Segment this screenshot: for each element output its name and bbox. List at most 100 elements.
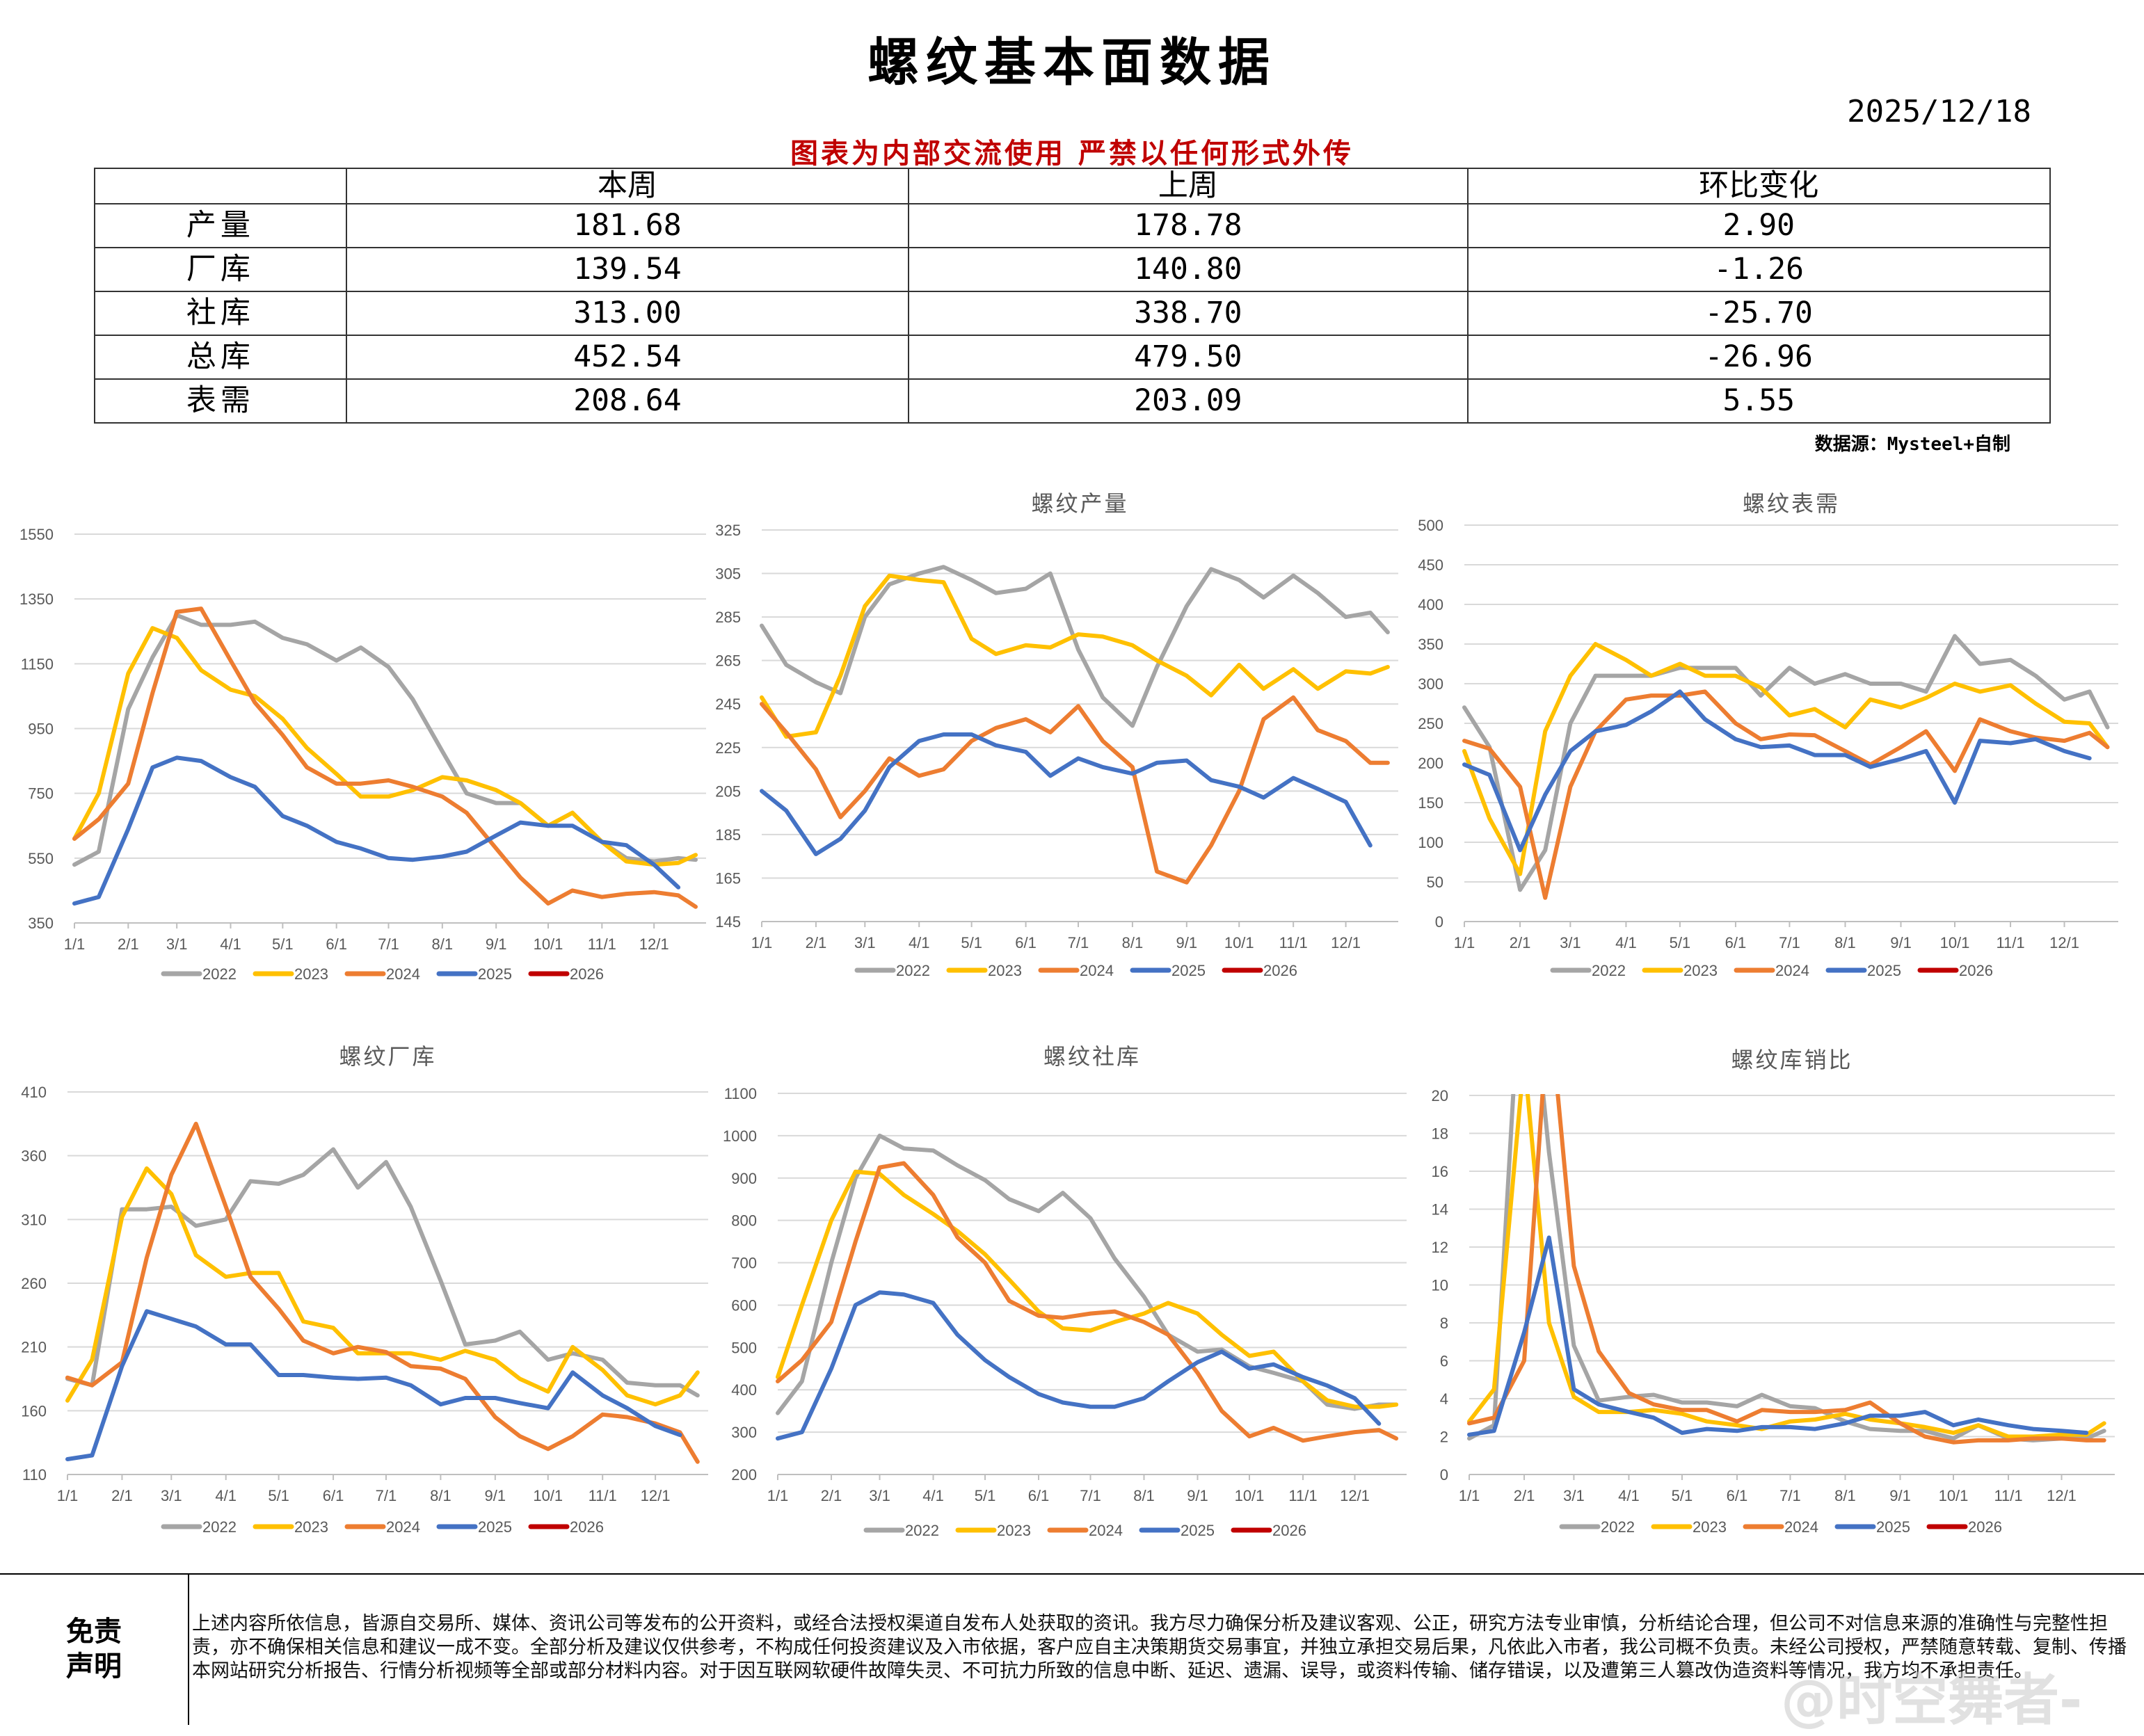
report-date: 2025/12/18	[1847, 94, 2031, 129]
last-week-cell: 479.50	[908, 335, 1469, 380]
x-tick-label: 7/1	[1779, 934, 1800, 951]
y-tick-label: 200	[731, 1466, 757, 1484]
x-tick-label: 12/1	[639, 935, 669, 953]
series-group	[1467, 1094, 2106, 1445]
series-line-2025	[1467, 1235, 2089, 1437]
y-tick-label: 305	[715, 565, 741, 583]
x-tick-label: 11/1	[1279, 934, 1308, 951]
series-line-2024	[72, 606, 698, 909]
legend-label: 2026	[1959, 962, 1993, 979]
legend-label: 2022	[202, 965, 237, 983]
x-tick-label: 8/1	[432, 935, 454, 953]
x-tick-label: 2/1	[821, 1487, 842, 1504]
table-row: 厂库 139.54 140.80 -1.26	[94, 247, 2051, 292]
x-tick-label: 8/1	[1133, 1487, 1155, 1504]
y-tick-label: 18	[1432, 1125, 1448, 1143]
legend-label: 2022	[1601, 1518, 1635, 1536]
x-tick-label: 6/1	[326, 935, 347, 953]
y-tick-label: 1550	[19, 526, 54, 543]
x-tick-label: 8/1	[1122, 934, 1144, 951]
y-tick-label: 245	[715, 696, 741, 713]
this-week-cell: 208.64	[345, 378, 910, 424]
x-tick-label: 7/1	[1068, 934, 1089, 951]
y-tick-label: 110	[22, 1466, 47, 1484]
x-tick-label: 6/1	[1015, 934, 1037, 951]
last-week-cell: 178.78	[908, 203, 1469, 248]
series-line-2023	[760, 573, 1390, 739]
legend-label: 2023	[1683, 962, 1718, 979]
legend-label: 2023	[1693, 1518, 1727, 1536]
internal-use-notice: 图表为内部交流使用 严禁以任何形式外传	[790, 137, 1354, 170]
disclaimer-box	[0, 1573, 2144, 1726]
legend-label: 2022	[905, 1522, 939, 1539]
y-tick-label: 265	[715, 652, 741, 670]
x-tick-label: 3/1	[1560, 934, 1581, 951]
x-tick-label: 11/1	[588, 935, 616, 953]
x-tick-label: 5/1	[268, 1487, 289, 1504]
legend-label: 2023	[294, 965, 328, 983]
x-tick-label: 12/1	[1340, 1487, 1370, 1504]
x-tick-label: 1/1	[1459, 1487, 1480, 1504]
table-header-row: 本周 上周 环比变化	[94, 168, 2051, 204]
x-tick-label: 9/1	[1890, 934, 1912, 951]
x-tick-label: 9/1	[485, 1487, 506, 1504]
x-tick-label: 7/1	[376, 1487, 397, 1504]
x-tick-label: 3/1	[869, 1487, 890, 1504]
x-tick-label: 12/1	[641, 1487, 671, 1504]
series-line-2025	[65, 1309, 682, 1461]
y-tick-label: 600	[731, 1296, 757, 1314]
y-tick-label: 900	[731, 1170, 757, 1187]
series-line-2023	[1467, 1094, 2106, 1439]
row-label: 产量	[94, 203, 347, 248]
x-tick-label: 3/1	[166, 935, 188, 953]
x-tick-label: 4/1	[909, 934, 930, 951]
y-tick-label: 145	[715, 913, 741, 931]
legend-label: 2026	[1272, 1522, 1306, 1539]
x-tick-label: 11/1	[589, 1487, 617, 1504]
x-tick-label: 6/1	[1727, 1487, 1748, 1504]
x-tick-label: 1/1	[57, 1487, 79, 1504]
x-tick-label: 4/1	[922, 1487, 944, 1504]
y-tick-label: 1350	[19, 590, 54, 608]
y-tick-label: 205	[715, 782, 741, 800]
y-tick-label: 1150	[21, 655, 54, 673]
x-tick-label: 7/1	[1779, 1487, 1801, 1504]
page-title: 螺纹基本面数据	[867, 33, 1277, 93]
y-tick-label: 400	[731, 1381, 757, 1399]
series-group	[776, 1133, 1399, 1443]
x-tick-label: 11/1	[1994, 1487, 2022, 1504]
column-header	[94, 168, 347, 204]
change-cell: -1.26	[1466, 247, 2051, 292]
disclaimer-text: 上述内容所依信息，皆源自交易所、媒体、资讯公司等发布的公开资料，或经合法授权渠道…	[192, 1613, 2127, 1682]
legend-label: 2022	[896, 962, 930, 979]
x-tick-label: 8/1	[1834, 1487, 1856, 1504]
y-tick-label: 225	[715, 739, 741, 757]
x-tick-label: 2/1	[118, 935, 139, 953]
x-tick-label: 1/1	[767, 1487, 789, 1504]
y-tick-label: 8	[1440, 1315, 1448, 1332]
x-tick-label: 9/1	[1889, 1487, 1911, 1504]
x-tick-label: 2/1	[1510, 934, 1531, 951]
this-week-cell: 181.68	[345, 203, 910, 248]
legend-label: 2024	[1080, 962, 1114, 979]
change-cell: 2.90	[1466, 203, 2051, 248]
series-line-2025	[776, 1290, 1382, 1441]
legend-label: 2026	[570, 965, 604, 983]
x-tick-label: 7/1	[1080, 1487, 1101, 1504]
x-tick-label: 4/1	[215, 1487, 237, 1504]
table-row: 总库 452.54 479.50 -26.96	[94, 335, 2051, 380]
y-tick-label: 100	[1418, 834, 1443, 851]
y-tick-label: 200	[1418, 755, 1443, 772]
y-tick-label: 210	[21, 1339, 47, 1356]
y-tick-label: 6	[1440, 1353, 1448, 1370]
row-label: 社库	[94, 291, 347, 336]
y-tick-label: 50	[1427, 874, 1443, 891]
y-tick-label: 300	[731, 1424, 757, 1441]
x-tick-label: 3/1	[854, 934, 876, 951]
y-tick-label: 16	[1432, 1163, 1448, 1180]
x-tick-label: 11/1	[1996, 934, 2024, 951]
x-tick-label: 10/1	[1940, 934, 1970, 951]
